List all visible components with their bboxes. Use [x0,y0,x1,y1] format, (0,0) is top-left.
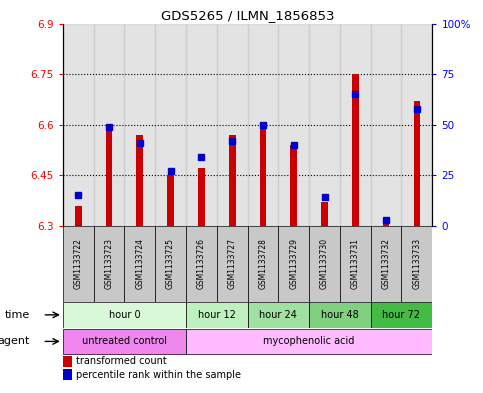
Bar [259,125,266,226]
Bar [63,356,72,367]
Text: mycophenolic acid: mycophenolic acid [263,336,355,346]
Bar [94,24,125,226]
Text: GSM1133728: GSM1133728 [258,238,268,289]
Text: GSM1133726: GSM1133726 [197,238,206,289]
Text: untreated control: untreated control [82,336,167,346]
Text: hour 24: hour 24 [259,310,297,320]
Text: agent: agent [0,336,29,346]
Bar [321,202,328,226]
Text: GSM1133733: GSM1133733 [412,238,421,289]
Bar [309,226,340,301]
Bar [278,24,309,226]
Bar [63,369,72,380]
Bar [186,24,217,226]
Bar [340,226,371,301]
Bar [125,24,155,226]
Bar [186,329,432,354]
Bar [371,226,401,301]
Text: hour 72: hour 72 [383,310,421,320]
Text: hour 48: hour 48 [321,310,359,320]
Bar [125,226,155,301]
Text: GSM1133723: GSM1133723 [104,238,114,289]
Bar [371,302,432,328]
Bar [247,226,278,301]
Title: GDS5265 / ILMN_1856853: GDS5265 / ILMN_1856853 [161,9,334,22]
Bar [401,24,432,226]
Bar [309,24,340,226]
Bar [229,135,236,226]
Bar [186,226,217,301]
Bar [155,24,186,226]
Bar [186,302,247,328]
Bar [401,226,432,301]
Text: GSM1133727: GSM1133727 [227,238,237,289]
Bar [247,24,278,226]
Bar [63,24,94,226]
Bar [106,125,113,226]
Bar [167,175,174,226]
Bar [63,226,94,301]
Bar [63,329,186,354]
Bar [217,24,247,226]
Text: transformed count: transformed count [76,356,167,366]
Bar [340,24,371,226]
Bar [247,302,309,328]
Bar [278,226,309,301]
Bar [75,206,82,226]
Text: GSM1133732: GSM1133732 [382,238,391,289]
Bar [217,226,247,301]
Text: GSM1133730: GSM1133730 [320,238,329,289]
Bar [371,24,401,226]
Text: GSM1133724: GSM1133724 [135,238,144,289]
Text: GSM1133729: GSM1133729 [289,238,298,289]
Text: time: time [4,310,29,320]
Text: GSM1133731: GSM1133731 [351,238,360,289]
Bar [136,135,143,226]
Text: hour 12: hour 12 [198,310,236,320]
Bar [63,302,186,328]
Bar [94,226,125,301]
Bar [309,302,371,328]
Text: percentile rank within the sample: percentile rank within the sample [76,369,241,380]
Text: GSM1133725: GSM1133725 [166,238,175,289]
Bar [198,169,205,226]
Text: hour 0: hour 0 [109,310,140,320]
Bar [352,74,359,226]
Bar [290,145,297,226]
Bar [413,101,420,226]
Bar [155,226,186,301]
Text: GSM1133722: GSM1133722 [74,238,83,289]
Bar [383,219,389,226]
